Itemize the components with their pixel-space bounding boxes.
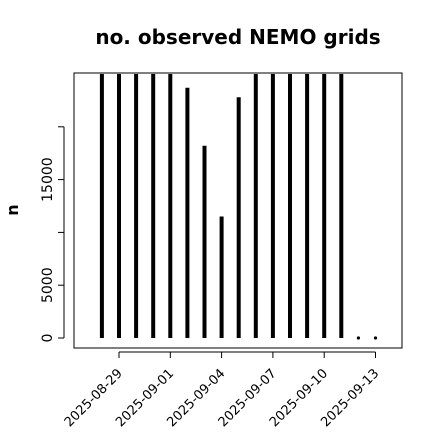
bar-point	[373, 336, 378, 340]
y-tick-label: 0	[40, 334, 56, 343]
y-tick-label: 5000	[40, 267, 56, 303]
y-axis-label: n	[3, 204, 22, 215]
x-axis: 2025-08-292025-09-012025-09-042025-09-07…	[62, 351, 382, 430]
bars-group	[99, 74, 378, 340]
bar-point	[356, 336, 360, 340]
chart-title: no. observed NEMO grids	[95, 25, 380, 49]
y-axis: 0 5000 15000	[40, 126, 65, 343]
plot-frame	[73, 72, 403, 349]
y-tick-label: 15000	[40, 157, 56, 202]
